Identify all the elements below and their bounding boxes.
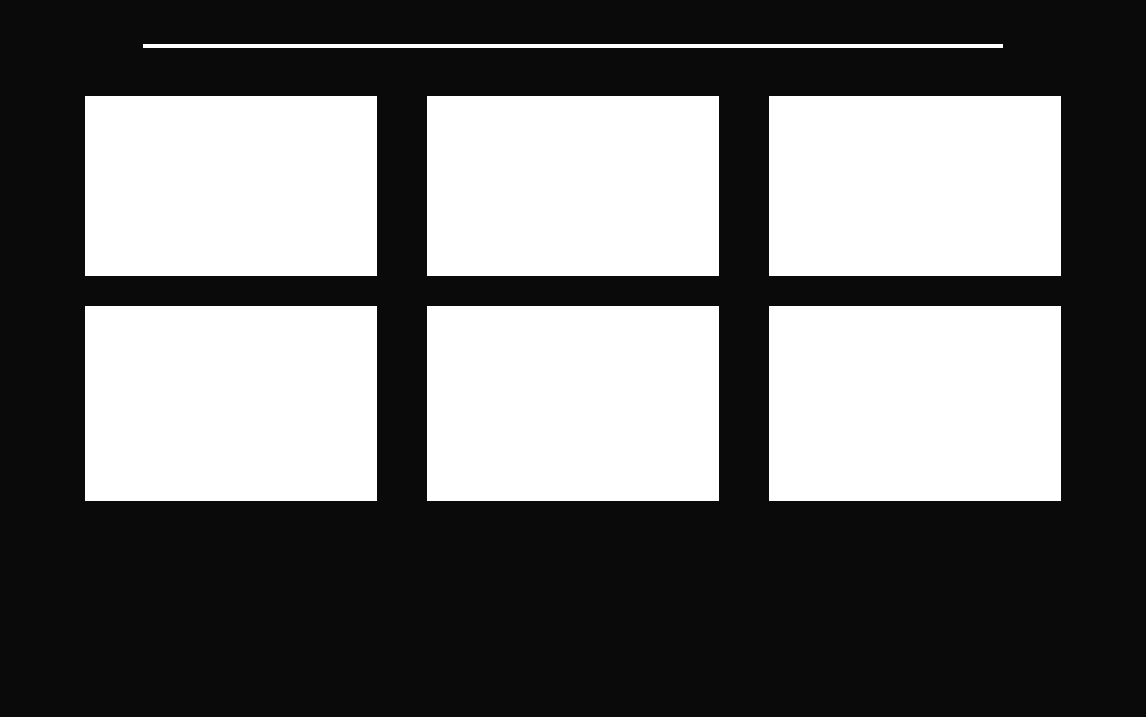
panel-grid [0, 66, 1146, 501]
panel-regression-curve [769, 306, 1061, 501]
title-divider [143, 44, 1003, 48]
page-title [0, 0, 1146, 32]
panel-waves [85, 96, 377, 276]
panel-clustering [769, 96, 1061, 276]
panel-svm-c [427, 96, 719, 276]
panel-logistic [427, 306, 719, 501]
panel-peaks [85, 306, 377, 501]
